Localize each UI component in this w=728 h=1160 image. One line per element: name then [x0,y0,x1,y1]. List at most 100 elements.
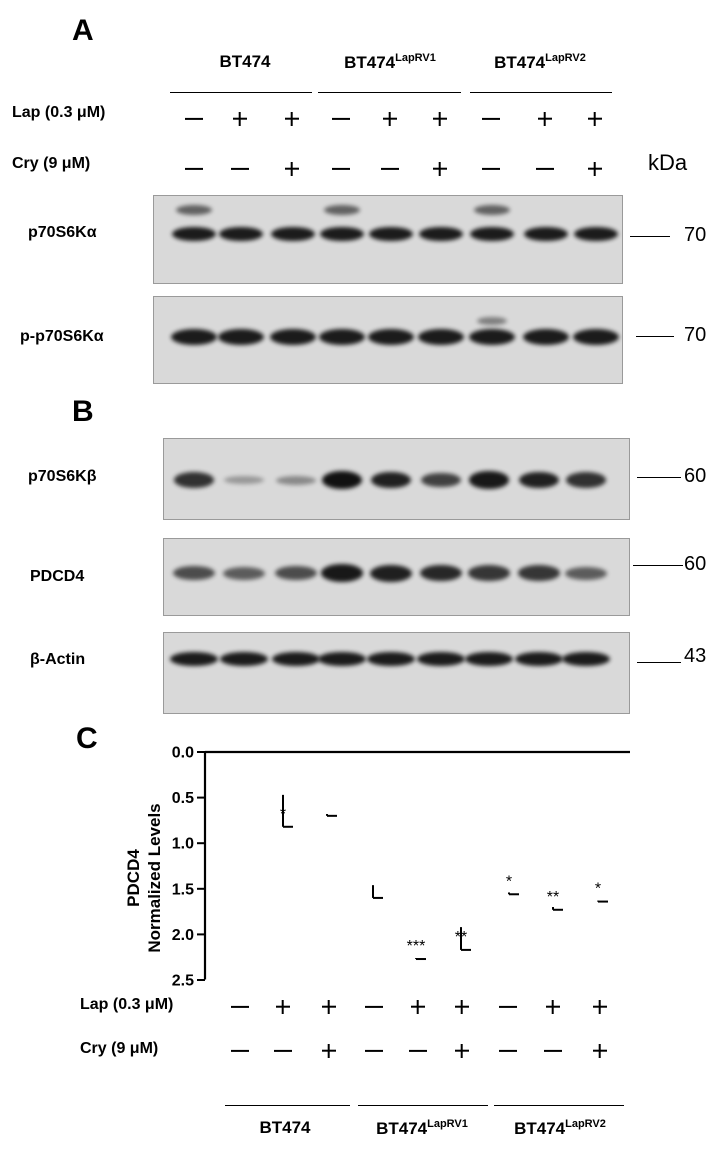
group-line-bt474-c [225,1105,350,1106]
lap-treatment-mark [331,109,351,129]
protein-band [218,329,264,345]
blot-p70s6ka [153,195,623,284]
protein-band [318,652,366,666]
significance-label: ** [547,889,559,906]
group-line-bt474-laprv1 [318,92,461,93]
panel-label-b: B [72,395,94,428]
lap-treatment-mark [452,997,472,1017]
mw-marker-pdcd4: 60 [684,553,707,575]
panel-label-c: C [76,722,98,755]
group-line-bt474-laprv1-c [358,1105,488,1106]
protein-band [368,329,414,345]
protein-band [565,566,607,580]
group-line-bt474-laprv2-c [494,1105,624,1106]
protein-band [271,227,315,241]
lap-treatment-mark [230,109,250,129]
protein-band [171,329,217,345]
cry-treatment-mark [230,159,250,179]
protein-band [172,227,216,241]
blot-p-p70s6ka [153,296,623,384]
blot-label-p70s6kb: p70S6Kβ [28,468,97,485]
protein-band [322,471,362,489]
mw-line [630,236,670,237]
mw-marker-p70s6kb: 60 [684,465,707,487]
significance-label: ** [455,929,467,946]
protein-band [321,564,363,582]
cry-treatment-mark [331,159,351,179]
cry-treatment-mark [452,1041,472,1061]
protein-band [469,471,509,489]
protein-band [174,472,214,488]
protein-band [573,329,619,345]
group-line-bt474-laprv2 [470,92,612,93]
significance-label: * [506,873,512,890]
blot-beta-actin [163,632,630,714]
protein-band [276,475,316,485]
cry-treatment-mark [282,159,302,179]
mw-marker-p70s6ka: 70 [684,224,707,246]
cry-treatment-mark [273,1041,293,1061]
y-tick-label: 1.5 [172,881,194,898]
mw-line [636,336,674,337]
protein-band [220,652,268,666]
blot-label-p-p70s6ka: p-p70S6Kα [20,328,104,345]
panel-label-a: A [72,14,94,47]
y-tick-label: 2.5 [172,973,194,990]
cry-treatment-mark [230,1041,250,1061]
lap-treatment-mark [230,997,250,1017]
cry-treatment-mark [184,159,204,179]
lap-treatment-mark [543,997,563,1017]
lap-row-label-c: Lap (0.3 μM) [80,996,174,1013]
protein-band [421,472,461,488]
group-label-bt474-laprv1: BT474LapRV1 [344,52,436,72]
lap-row-label: Lap (0.3 μM) [12,104,106,121]
significance-label: * [595,881,601,898]
cry-treatment-mark [319,1041,339,1061]
protein-band [324,205,360,215]
cry-row-label-c: Cry (9 μM) [80,1040,159,1057]
protein-band [417,652,465,666]
lap-treatment-mark [319,997,339,1017]
blot-pdcd4 [163,538,630,616]
protein-band [519,471,559,489]
blot-label-beta-actin: β-Actin [30,651,86,668]
lap-treatment-mark [282,109,302,129]
protein-band [223,566,265,580]
protein-band [419,227,463,241]
protein-band [320,227,364,241]
protein-band [170,652,218,666]
protein-band [270,329,316,345]
cry-treatment-mark [535,159,555,179]
cry-treatment-mark [380,159,400,179]
y-tick-label: 0.0 [172,745,194,762]
blot-p70s6kb [163,438,630,520]
lap-treatment-mark [498,997,518,1017]
significance-label: * [280,806,286,823]
mw-line [633,565,683,566]
mw-marker-p-p70s6ka: 70 [684,324,707,346]
group-line-bt474 [170,92,312,93]
group-label-bt474-laprv1-c: BT474LapRV1 [376,1118,468,1138]
protein-band [371,471,411,489]
lap-treatment-mark [535,109,555,129]
group-label-bt474-laprv2-c: BT474LapRV2 [514,1118,606,1138]
protein-band [574,227,618,241]
y-tick-label: 2.0 [172,927,194,944]
cry-treatment-mark [408,1041,428,1061]
cry-treatment-mark [585,159,605,179]
protein-band [477,317,507,325]
protein-band [176,205,212,215]
protein-band [173,566,215,580]
cry-treatment-mark [498,1041,518,1061]
y-tick-label: 1.0 [172,836,194,853]
group-label-bt474-c: BT474 [259,1118,311,1137]
protein-band [275,566,317,580]
protein-band [518,565,560,581]
protein-band [465,652,513,666]
protein-band [219,227,263,241]
lap-treatment-mark [590,997,610,1017]
protein-band [468,565,510,581]
lap-treatment-mark [585,109,605,129]
lap-treatment-mark [184,109,204,129]
lap-treatment-mark [481,109,501,129]
